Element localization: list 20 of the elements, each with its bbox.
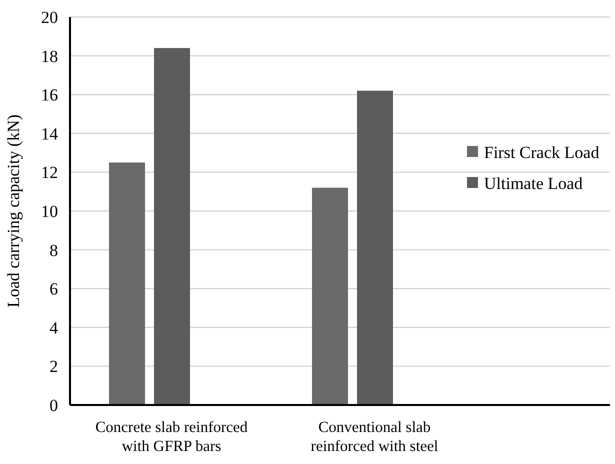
y-tick-label: 18 <box>41 46 58 66</box>
x-tick-label: Concrete slab reinforced with GFRP bars <box>95 419 248 455</box>
y-tick-label: 4 <box>50 318 58 338</box>
bar <box>312 188 348 405</box>
y-tick-label: 8 <box>50 240 58 260</box>
y-tick-label: 10 <box>41 202 58 221</box>
bar <box>109 162 145 405</box>
y-tick-label: 16 <box>41 86 58 105</box>
legend-label: Ultimate Load <box>484 174 584 193</box>
y-tick-label: 14 <box>41 124 58 144</box>
y-tick-label: 2 <box>50 357 58 376</box>
y-tick-label: 6 <box>50 280 58 299</box>
bar <box>357 90 393 405</box>
x-tick-label: Conventional slab reinforced with steel <box>310 419 438 455</box>
y-axis-title: Load carrying capacity (kN) <box>4 114 23 308</box>
bar <box>154 48 190 405</box>
y-tick-label: 12 <box>41 163 58 182</box>
y-tick-label: 20 <box>41 8 58 27</box>
legend-label: First Crack Load <box>484 142 600 162</box>
y-tick-label: 0 <box>50 396 58 415</box>
